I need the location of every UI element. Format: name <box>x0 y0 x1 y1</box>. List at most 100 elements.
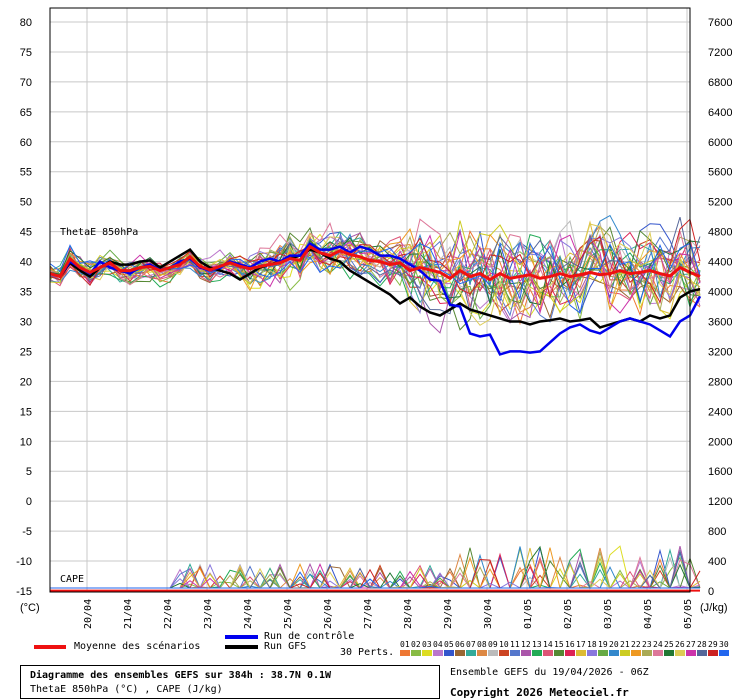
legend-member-swatch <box>675 650 685 656</box>
legend-member-label: 07 <box>466 640 476 649</box>
info-box: Diagramme des ensembles GEFS sur 384h : … <box>20 665 440 699</box>
series-line <box>49 247 701 329</box>
legend-perts-label: 30 Perts. <box>340 647 395 658</box>
legend-member-swatch <box>477 650 487 656</box>
legend-member-label: 15 <box>554 640 564 649</box>
legend-member-label: 04 <box>433 640 443 649</box>
legend-member-label: 24 <box>653 640 663 649</box>
run-date: Ensemble GEFS du 19/04/2026 - 06Z <box>450 667 649 678</box>
legend-member-label: 26 <box>675 640 685 649</box>
thetae-annotation: ThetaE 850hPa <box>60 227 138 238</box>
legend-member-swatch <box>642 650 652 656</box>
member-line <box>49 236 701 311</box>
copyright: Copyright 2026 Meteociel.fr <box>450 686 629 699</box>
right-tick-label: 5600 <box>708 167 732 179</box>
legend-member-swatch <box>422 650 432 656</box>
right-tick-label: 2400 <box>708 406 732 418</box>
x-tick-label: 22/04 <box>163 599 174 629</box>
plot-frame <box>49 7 691 593</box>
x-tick-label: 25/04 <box>283 599 294 629</box>
legend-member-label: 23 <box>642 640 652 649</box>
legend-member-label: 18 <box>587 640 597 649</box>
x-tick-label: 21/04 <box>123 599 134 629</box>
legend-swatches: 01 02 03 04 05 06 07 08 09 10 11 12 13 14 15 16 17 18 19 20… <box>34 635 729 656</box>
legend-member-swatch <box>697 650 707 656</box>
right-tick-label: 3600 <box>708 316 732 328</box>
legend-member-swatch <box>532 650 542 656</box>
legend-member-label: 14 <box>543 640 553 649</box>
right-tick-label: 4800 <box>708 227 732 239</box>
legend-member-label: 25 <box>664 640 674 649</box>
x-tick-label: 03/05 <box>603 599 614 629</box>
legend-member-swatch <box>433 650 443 656</box>
member-cape-line <box>50 571 700 589</box>
legend-member-label: 02 <box>411 640 421 649</box>
left-tick-label: 5 <box>26 466 32 478</box>
member-line <box>49 233 701 310</box>
legend-member-label: 16 <box>565 640 575 649</box>
member-line <box>49 218 701 297</box>
left-tick-label: 45 <box>20 227 32 239</box>
info-subtitle: ThetaE 850hPa (°C) , CAPE (J/kg) <box>30 684 223 695</box>
legend-member-swatch <box>631 650 641 656</box>
x-tick-label: 28/04 <box>403 599 414 629</box>
legend-mean-label: Moyenne des scénarios <box>74 641 201 652</box>
right-axis: 7600720068006400600056005200480044004000… <box>708 17 732 598</box>
plot-area <box>50 8 690 592</box>
legend-member-swatch <box>598 650 608 656</box>
legend-member-label: 19 <box>598 640 608 649</box>
legend-member-swatch <box>488 650 498 656</box>
legend-member-label: 05 <box>444 640 454 649</box>
right-axis-unit: (J/kg) <box>700 602 728 614</box>
legend-member-label: 10 <box>499 640 509 649</box>
legend-member-swatch <box>576 650 586 656</box>
right-tick-label: 6800 <box>708 77 732 89</box>
legend-member-swatch <box>444 650 454 656</box>
left-tick-label: 15 <box>20 406 32 418</box>
legend-member-swatch <box>455 650 465 656</box>
legend-member-swatch <box>466 650 476 656</box>
legend-member-swatch <box>499 650 509 656</box>
x-tick-label: 24/04 <box>243 599 254 629</box>
left-axis-unit: (°C) <box>20 602 40 614</box>
right-tick-label: 400 <box>708 556 726 568</box>
x-tick-label: 02/05 <box>563 599 574 629</box>
left-tick-label: 50 <box>20 197 32 209</box>
left-tick-label: 60 <box>20 137 32 149</box>
legend-member-swatch <box>620 650 630 656</box>
legend-member-label: 27 <box>686 640 696 649</box>
left-tick-label: 65 <box>20 107 32 119</box>
legend-member-swatch <box>653 650 663 656</box>
x-tick-label: 29/04 <box>443 599 454 629</box>
x-tick-label: 27/04 <box>363 599 374 629</box>
legend-member-swatch <box>708 650 718 656</box>
left-tick-label: 35 <box>20 287 32 299</box>
cape-annotation: CAPE <box>60 574 84 585</box>
left-tick-label: 80 <box>20 17 32 29</box>
legend-member-swatch <box>609 650 619 656</box>
legend-member-label: 08 <box>477 640 487 649</box>
left-tick-label: 75 <box>20 47 32 59</box>
x-tick-label: 26/04 <box>323 599 334 629</box>
legend-member-label: 13 <box>532 640 542 649</box>
legend-member-label: 21 <box>620 640 630 649</box>
x-tick-label: 23/04 <box>203 599 214 629</box>
legend-member-label: 22 <box>631 640 641 649</box>
info-title: Diagramme des ensembles GEFS sur 384h : … <box>30 670 332 681</box>
left-tick-label: 0 <box>26 496 32 508</box>
right-tick-label: 1200 <box>708 496 732 508</box>
legend-member-swatch <box>411 650 421 656</box>
x-tick-label: 20/04 <box>83 599 94 629</box>
right-tick-label: 0 <box>708 586 714 598</box>
legend-gfs-label: Run GFS <box>264 641 307 652</box>
x-axis: 20/04 21/04 22/04 23/04 24/04 25/04 26/04 27/04… <box>83 599 694 629</box>
right-tick-label: 6000 <box>708 137 732 149</box>
right-tick-label: 3200 <box>708 346 732 358</box>
legend-member-swatch <box>565 650 575 656</box>
legend-member-label: 11 <box>510 640 520 649</box>
main-lines <box>49 241 702 592</box>
right-tick-label: 2800 <box>708 376 732 388</box>
left-tick-label: 70 <box>20 77 32 89</box>
grid <box>50 8 690 592</box>
